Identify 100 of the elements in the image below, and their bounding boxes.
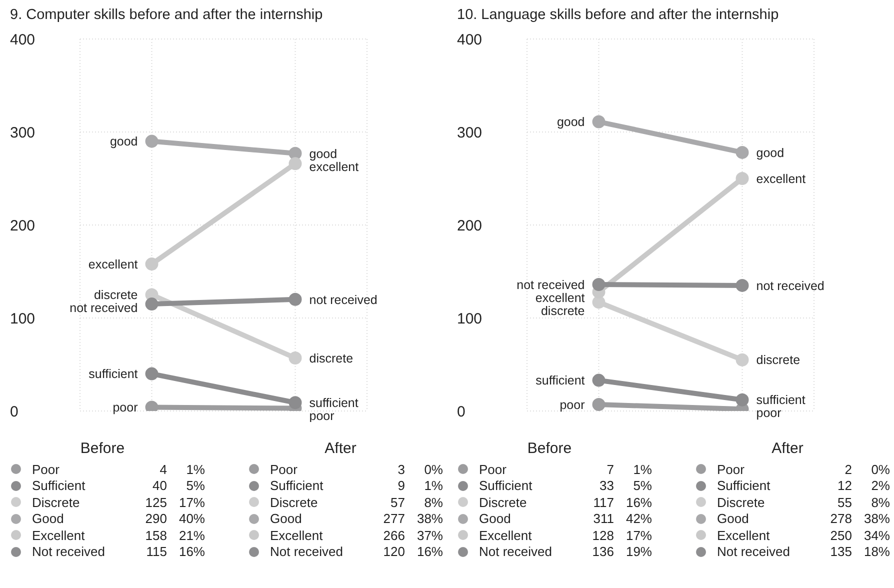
point: [592, 374, 606, 387]
annotation: excellent: [756, 172, 806, 186]
legend-label: Good: [717, 511, 750, 526]
annotation: good: [309, 146, 338, 161]
text: Good: [32, 511, 64, 526]
y-tick-label: 200: [10, 217, 36, 234]
text: 18%: [862, 544, 890, 560]
text: 290: [144, 511, 167, 526]
annotation: poor: [560, 398, 585, 412]
text: 21%: [178, 528, 205, 543]
point: [592, 398, 606, 411]
text: 1%: [423, 478, 443, 494]
legend-label: Discrete: [270, 494, 319, 510]
point: [288, 351, 302, 364]
y-tick-label: 100: [10, 310, 36, 328]
point: [736, 172, 749, 185]
text: 5%: [185, 478, 205, 494]
text: 117: [592, 494, 614, 510]
text: 0%: [870, 462, 890, 477]
annotation: discrete: [540, 304, 585, 318]
annotation: sufficient: [536, 374, 586, 388]
point: [145, 298, 158, 311]
annotation: excellent: [535, 290, 586, 305]
text: 9: [396, 478, 405, 494]
text: 1%: [632, 462, 652, 477]
annotation: excellent: [309, 160, 360, 174]
point: [145, 134, 158, 148]
text: After: [324, 440, 358, 457]
text: 0%: [423, 462, 443, 477]
y-tick-label: 0: [457, 403, 466, 420]
text: 266: [382, 528, 405, 543]
legend-label: Poor: [717, 462, 746, 477]
text: 33: [598, 478, 614, 494]
annotation: excellent: [88, 257, 138, 272]
text: 42%: [624, 511, 652, 526]
text: 16%: [624, 494, 652, 510]
text: Discrete: [479, 494, 527, 510]
y-tick-label: 0: [10, 403, 18, 420]
text: 17%: [624, 528, 652, 543]
legend-label: Excellent: [270, 528, 324, 543]
text: 8%: [870, 494, 890, 510]
annotation: poor: [112, 400, 138, 415]
text: 2: [844, 462, 852, 477]
text: Excellent: [479, 528, 532, 543]
text: Good: [479, 511, 511, 526]
point: [736, 278, 749, 292]
annotation: sufficient: [309, 396, 359, 410]
text: 16%: [178, 544, 205, 560]
text: Before: [526, 440, 573, 457]
annotation: not received: [309, 292, 378, 307]
legend-label: Poor: [270, 462, 298, 477]
text: Poor: [32, 462, 60, 477]
annotation: not received: [516, 278, 585, 292]
y-tick-label: 100: [457, 310, 482, 328]
point: [288, 157, 302, 170]
annotation: sufficient: [88, 367, 138, 382]
text: 55: [836, 494, 852, 510]
text: Sufficient: [479, 478, 532, 494]
point: [145, 258, 158, 271]
chart-title: 9. Computer skills before and after the internship: [9, 6, 324, 25]
text: 3: [396, 462, 405, 477]
annotation: discrete: [94, 288, 138, 302]
text: 4: [158, 462, 167, 477]
annotation: discrete: [309, 351, 354, 366]
text: 5%: [632, 478, 652, 494]
point: [145, 367, 158, 380]
text: Discrete: [32, 494, 80, 510]
text: 7: [606, 462, 614, 477]
text: 2%: [870, 478, 890, 494]
annotation: sufficient: [756, 393, 806, 408]
annotation: not received: [756, 278, 824, 293]
legend-label: Discrete: [717, 494, 766, 510]
text: 37%: [416, 528, 443, 543]
point: [736, 393, 749, 406]
chart-title: 10. Language skills before and after the internship: [456, 6, 780, 25]
text: 16%: [416, 544, 443, 560]
text: 250: [829, 528, 852, 543]
point: [592, 115, 606, 128]
text: 8%: [423, 494, 443, 510]
text: 136: [591, 544, 614, 560]
text: 115: [145, 544, 167, 560]
text: 125: [144, 494, 167, 510]
text: 38%: [416, 511, 443, 526]
annotation: good: [756, 146, 784, 160]
legend-label: Good: [270, 511, 303, 526]
y-tick-label: 400: [10, 31, 36, 48]
text: 128: [591, 528, 614, 543]
point: [736, 146, 749, 159]
annotation: good: [110, 134, 138, 149]
text: 40: [152, 478, 167, 494]
text: 40%: [178, 511, 205, 526]
point: [288, 292, 302, 306]
text: Not received: [32, 544, 105, 560]
text: Excellent: [32, 528, 85, 543]
text: 158: [144, 528, 167, 543]
text: 278: [829, 511, 852, 526]
legend-label: Sufficient: [270, 478, 324, 494]
y-tick-label: 400: [457, 31, 482, 48]
text: 277: [382, 511, 405, 526]
legend-label: Sufficient: [717, 478, 772, 494]
